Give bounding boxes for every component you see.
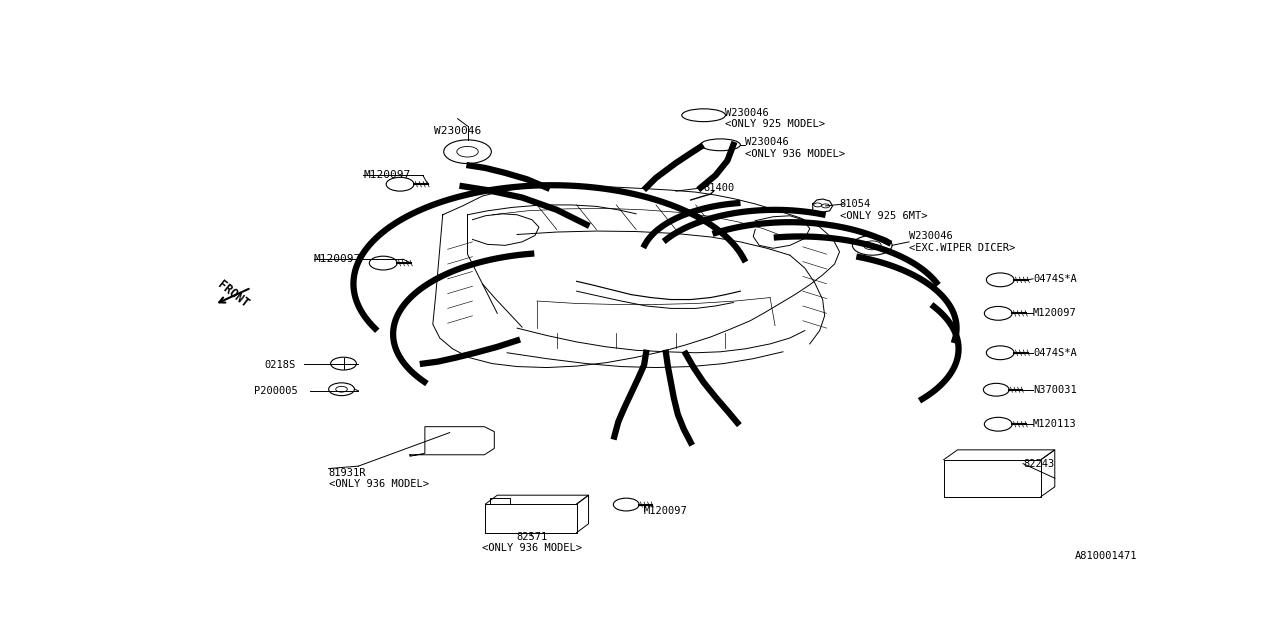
Text: 81054
<ONLY 925 6MT>: 81054 <ONLY 925 6MT> — [840, 199, 927, 221]
Text: W230046
<ONLY 936 MODEL>: W230046 <ONLY 936 MODEL> — [745, 138, 845, 159]
Text: M120097: M120097 — [314, 254, 361, 264]
Text: 0474S*A: 0474S*A — [1033, 274, 1076, 284]
Text: M120097: M120097 — [364, 170, 411, 180]
Text: M120097: M120097 — [1033, 308, 1076, 318]
Text: M120113: M120113 — [1033, 419, 1076, 429]
Text: W230046: W230046 — [434, 126, 481, 136]
Text: 0218S: 0218S — [264, 360, 296, 370]
Text: A810001471: A810001471 — [1075, 551, 1137, 561]
Text: W230046
<ONLY 925 MODEL>: W230046 <ONLY 925 MODEL> — [726, 108, 826, 129]
Text: M120097: M120097 — [644, 506, 687, 516]
Text: P200005: P200005 — [255, 386, 298, 396]
Text: 81400: 81400 — [704, 182, 735, 193]
Text: 0474S*A: 0474S*A — [1033, 348, 1076, 358]
Text: 82571
<ONLY 936 MODEL>: 82571 <ONLY 936 MODEL> — [483, 532, 582, 554]
Text: 82243: 82243 — [1023, 459, 1055, 468]
Text: FRONT: FRONT — [215, 278, 251, 310]
Text: 81931R
<ONLY 936 MODEL>: 81931R <ONLY 936 MODEL> — [329, 468, 429, 489]
Text: W230046
<EXC.WIPER DICER>: W230046 <EXC.WIPER DICER> — [909, 231, 1015, 253]
Text: N370031: N370031 — [1033, 385, 1076, 395]
